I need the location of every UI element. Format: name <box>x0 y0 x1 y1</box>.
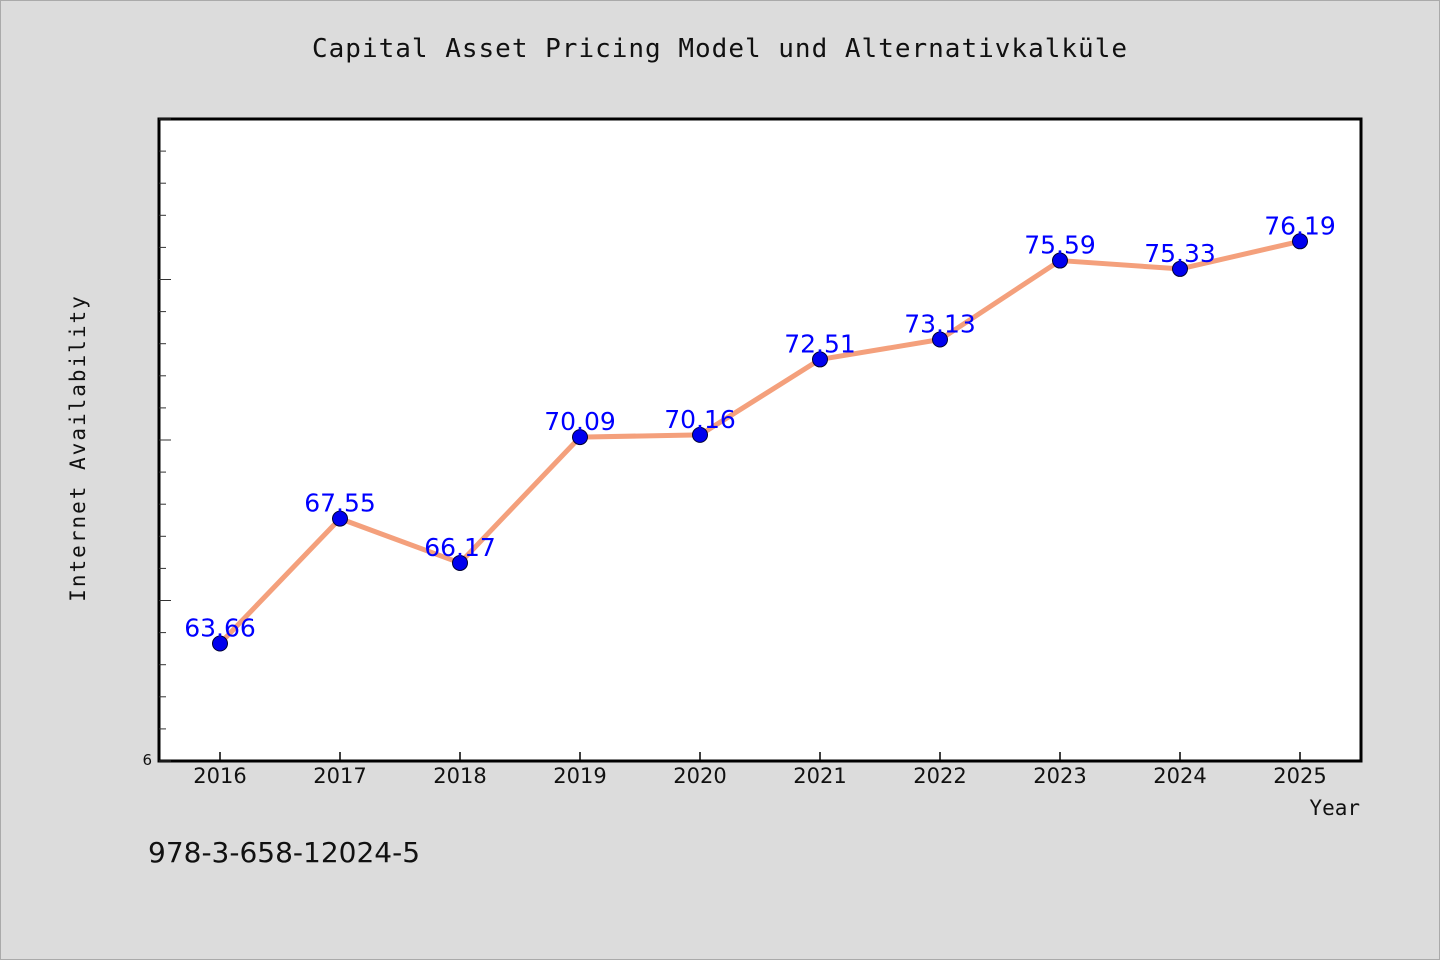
x-tick-label: 2020 <box>673 764 726 788</box>
data-label: 72.51 <box>784 329 856 358</box>
data-point <box>572 429 588 446</box>
x-tick-label: 2019 <box>553 764 606 788</box>
x-tick-label: 2024 <box>1153 764 1206 788</box>
data-point <box>812 351 828 368</box>
x-tick-label: 2022 <box>913 764 966 788</box>
data-label: 67.55 <box>304 489 376 518</box>
data-label: 66.17 <box>424 533 496 562</box>
x-tick-label: 2016 <box>193 764 246 788</box>
data-label: 70.16 <box>664 405 736 434</box>
x-tick-label: 2021 <box>793 764 846 788</box>
series-line <box>217 238 1303 647</box>
y-min-tick-label: 6 <box>142 751 152 769</box>
x-tick-label: 2017 <box>313 764 366 788</box>
data-point <box>1292 233 1308 250</box>
x-tick-label: 2023 <box>1033 764 1086 788</box>
x-axis-label: Year <box>1309 796 1360 820</box>
data-point <box>932 331 948 348</box>
data-point <box>212 635 228 652</box>
plot-area <box>157 117 1363 763</box>
data-label: 75.33 <box>1144 239 1216 268</box>
x-tick-label: 2025 <box>1273 764 1326 788</box>
series-layer: 63.66 67.55 66.17 70.09 70.16 72.51 73.13 75.59… <box>184 211 1336 652</box>
data-label: 63.66 <box>184 614 256 643</box>
x-axis-ticks: 2016 2017 2018 2019 2020 2021 2022 2023 2024 2025 <box>193 752 1327 788</box>
data-point <box>1052 252 1068 269</box>
data-point <box>1172 260 1188 277</box>
data-label: 76.19 <box>1264 211 1336 240</box>
data-point <box>452 554 468 571</box>
isbn-footnote: 978-3-658-12024-5 <box>148 836 421 869</box>
data-label: 73.13 <box>904 310 976 339</box>
data-label: 70.09 <box>544 407 616 436</box>
x-tick-label: 2018 <box>433 764 486 788</box>
data-point <box>332 510 348 527</box>
data-label: 75.59 <box>1024 231 1096 260</box>
y-axis-ticks <box>159 118 171 762</box>
chart-title: Capital Asset Pricing Model und Alternat… <box>311 34 1128 64</box>
data-point <box>692 426 708 443</box>
